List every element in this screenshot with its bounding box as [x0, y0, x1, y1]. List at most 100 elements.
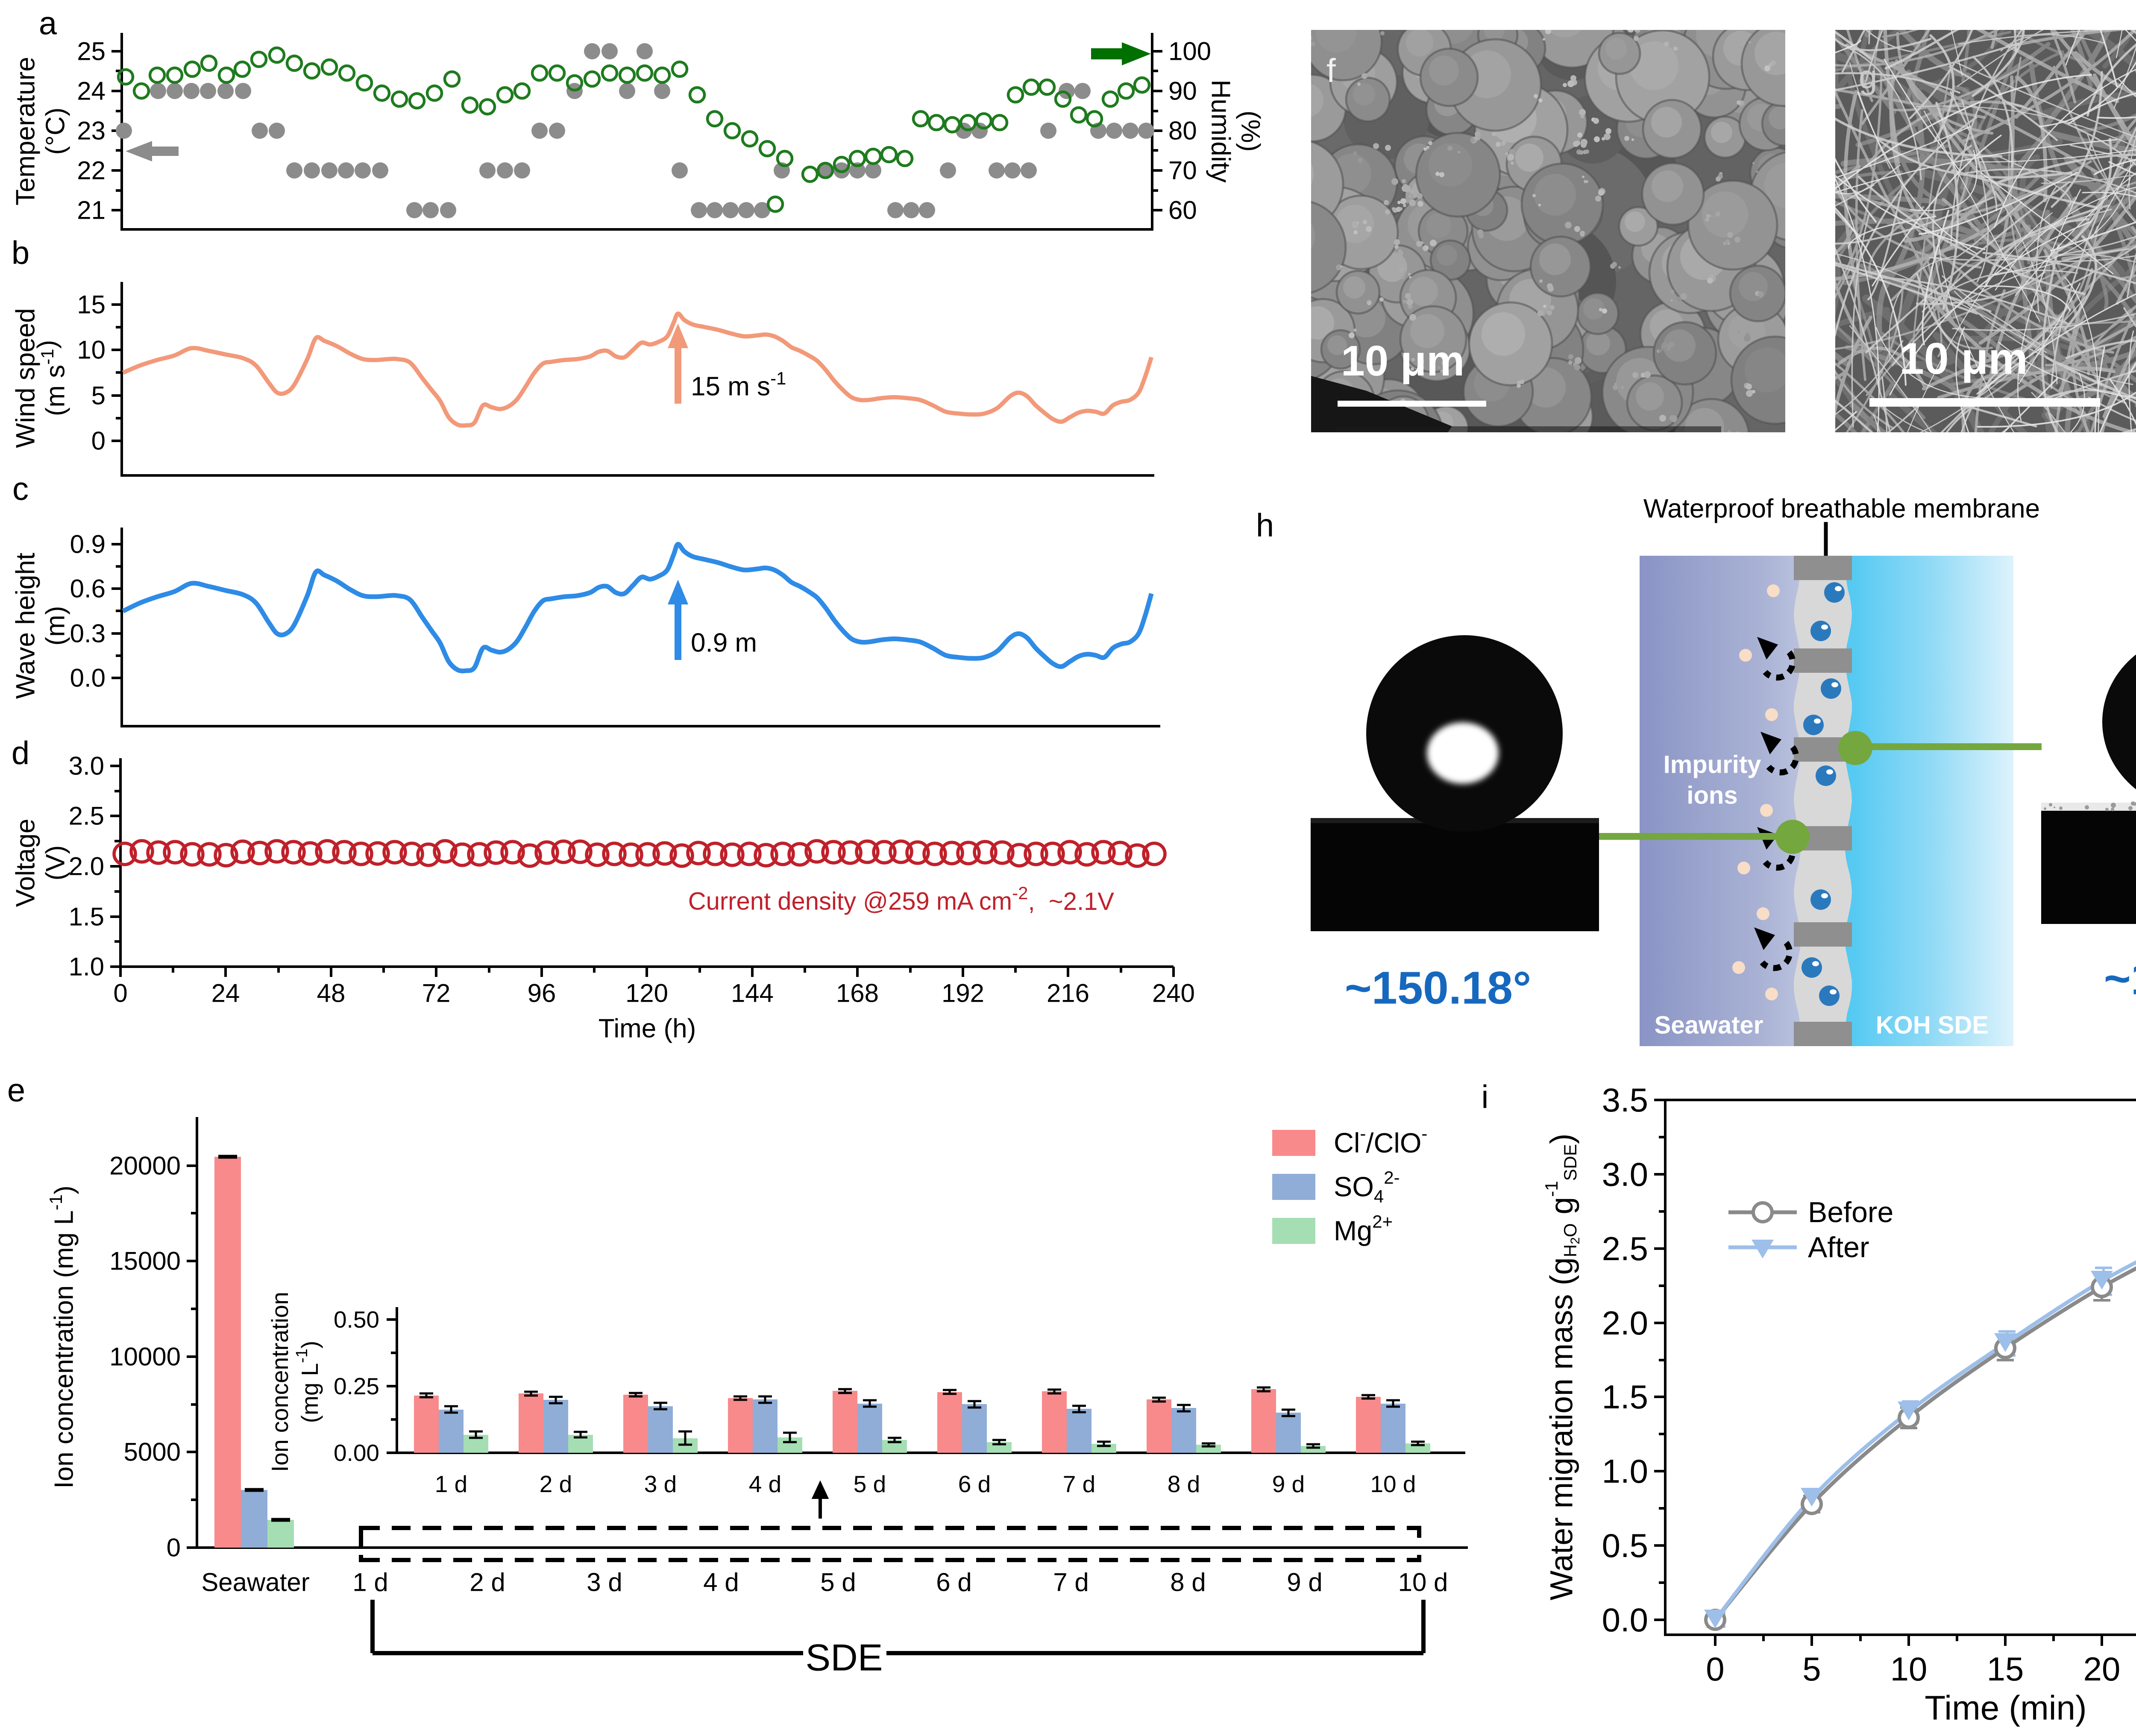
svg-text:(%): (%) [1236, 111, 1265, 152]
svg-text:10 μm: 10 μm [1899, 334, 2028, 384]
svg-text:1.5: 1.5 [1602, 1378, 1648, 1416]
svg-text:15: 15 [77, 290, 106, 319]
svg-text:10 d: 10 d [1370, 1471, 1416, 1497]
svg-text:3 d: 3 d [587, 1568, 622, 1597]
svg-text:22: 22 [77, 156, 106, 185]
svg-text:Humidity: Humidity [1206, 79, 1235, 182]
svg-text:120: 120 [625, 979, 668, 1008]
svg-text:24: 24 [211, 979, 240, 1008]
svg-text:60: 60 [1168, 196, 1197, 225]
svg-text:15000: 15000 [109, 1247, 181, 1276]
svg-text:1 d: 1 d [352, 1568, 388, 1597]
svg-text:70: 70 [1168, 156, 1197, 185]
svg-text:Voltage: Voltage [11, 819, 41, 907]
svg-text:Impurity: Impurity [1664, 751, 1761, 779]
svg-text:7 d: 7 d [1063, 1471, 1095, 1497]
svg-text:4 d: 4 d [749, 1471, 781, 1497]
svg-text:0.3: 0.3 [70, 619, 106, 648]
svg-text:2 d: 2 d [469, 1568, 505, 1597]
svg-text:192: 192 [942, 979, 984, 1008]
svg-text:10 d: 10 d [1398, 1568, 1448, 1597]
svg-text:(m): (m) [41, 606, 70, 646]
svg-text:Ion concentration: Ion concentration [267, 1292, 293, 1472]
svg-text:1.0: 1.0 [69, 953, 104, 981]
svg-text:ions: ions [1687, 782, 1737, 809]
svg-text:100: 100 [1168, 37, 1211, 66]
svg-text:(°C): (°C) [41, 108, 70, 155]
svg-text:10000: 10000 [109, 1343, 181, 1371]
svg-text:216: 216 [1047, 979, 1089, 1008]
svg-text:9 d: 9 d [1272, 1471, 1305, 1497]
svg-text:Ion concentration (mg L-1): Ion concentration (mg L-1) [46, 1185, 79, 1488]
svg-text:Temperature: Temperature [11, 57, 41, 205]
svg-text:2.0: 2.0 [69, 852, 104, 881]
svg-text:72: 72 [422, 979, 451, 1008]
svg-text:Cl-/ClO-: Cl-/ClO- [1334, 1123, 1427, 1158]
svg-text:15 m s-1: 15 m s-1 [691, 368, 786, 402]
svg-text:90: 90 [1168, 77, 1197, 106]
svg-text:Water migration mass (gH2O g-1: Water migration mass (gH2O g-1SDE) [1541, 1133, 1582, 1600]
svg-text:2.5: 2.5 [69, 802, 104, 830]
svg-text:Time (min): Time (min) [1925, 1689, 2086, 1727]
svg-text:240: 240 [1152, 979, 1195, 1008]
svg-text:c: c [12, 471, 29, 507]
svg-text:b: b [12, 235, 29, 271]
svg-text:8 d: 8 d [1168, 1471, 1200, 1497]
svg-text:After: After [1808, 1231, 1869, 1264]
svg-text:~147.05°: ~147.05° [2104, 953, 2136, 1004]
svg-text:5 d: 5 d [854, 1471, 886, 1497]
svg-text:Seawater: Seawater [1655, 1012, 1763, 1039]
svg-text:1.0: 1.0 [1602, 1452, 1648, 1490]
svg-text:3.0: 3.0 [1602, 1155, 1648, 1193]
svg-text:0.6: 0.6 [70, 575, 106, 603]
svg-text:0.50: 0.50 [334, 1306, 379, 1333]
svg-text:7 d: 7 d [1053, 1568, 1089, 1597]
svg-text:Time (h): Time (h) [599, 1014, 696, 1044]
svg-text:80: 80 [1168, 117, 1197, 145]
svg-text:25: 25 [77, 37, 106, 66]
svg-text:~150.18°: ~150.18° [1345, 962, 1532, 1014]
svg-text:0.25: 0.25 [334, 1373, 379, 1399]
svg-text:(mg L-1): (mg L-1) [293, 1341, 323, 1423]
svg-text:0: 0 [91, 427, 106, 455]
svg-text:9 d: 9 d [1287, 1568, 1322, 1597]
svg-text:2 d: 2 d [540, 1471, 572, 1497]
svg-text:Current density @259 mA cm-2,: Current density @259 mA cm-2, ~2.1V [688, 883, 1115, 915]
svg-text:5000: 5000 [124, 1438, 181, 1466]
svg-text:10: 10 [1890, 1650, 1928, 1688]
svg-text:5: 5 [91, 381, 106, 410]
svg-text:0.0: 0.0 [70, 664, 106, 692]
svg-text:144: 144 [731, 979, 774, 1008]
svg-text:1 d: 1 d [435, 1471, 467, 1497]
svg-text:Wind speed: Wind speed [11, 308, 41, 448]
svg-text:Mg2+: Mg2+ [1334, 1211, 1393, 1246]
svg-text:1.5: 1.5 [69, 903, 104, 931]
svg-text:a: a [39, 6, 57, 42]
svg-text:10 μm: 10 μm [1341, 337, 1464, 385]
svg-text:20000: 20000 [109, 1152, 181, 1180]
svg-text:e: e [7, 1073, 25, 1109]
svg-text:0.9: 0.9 [70, 530, 106, 559]
svg-text:5 d: 5 d [820, 1568, 856, 1597]
svg-text:Before: Before [1808, 1196, 1893, 1229]
svg-text:0.0: 0.0 [1602, 1601, 1648, 1639]
svg-text:6 d: 6 d [936, 1568, 971, 1597]
svg-text:h: h [1256, 507, 1274, 544]
svg-text:Wave height: Wave height [11, 553, 41, 699]
svg-text:0.5: 0.5 [1602, 1527, 1648, 1564]
svg-text:168: 168 [836, 979, 879, 1008]
svg-text:24: 24 [77, 77, 106, 106]
svg-text:0: 0 [113, 979, 127, 1008]
svg-text:Waterproof breathable membrane: Waterproof breathable membrane [1643, 494, 2040, 524]
svg-text:15: 15 [1987, 1650, 2024, 1688]
svg-text:2.0: 2.0 [1602, 1304, 1648, 1342]
svg-text:10: 10 [77, 336, 106, 364]
svg-text:KOH SDE: KOH SDE [1876, 1012, 1989, 1039]
svg-text:Seawater: Seawater [201, 1568, 309, 1597]
svg-text:8 d: 8 d [1170, 1568, 1206, 1597]
svg-text:g: g [1859, 58, 1877, 96]
svg-text:21: 21 [77, 196, 106, 225]
svg-text:6 d: 6 d [958, 1471, 991, 1497]
svg-text:0: 0 [167, 1534, 181, 1562]
svg-text:20: 20 [2083, 1650, 2121, 1688]
